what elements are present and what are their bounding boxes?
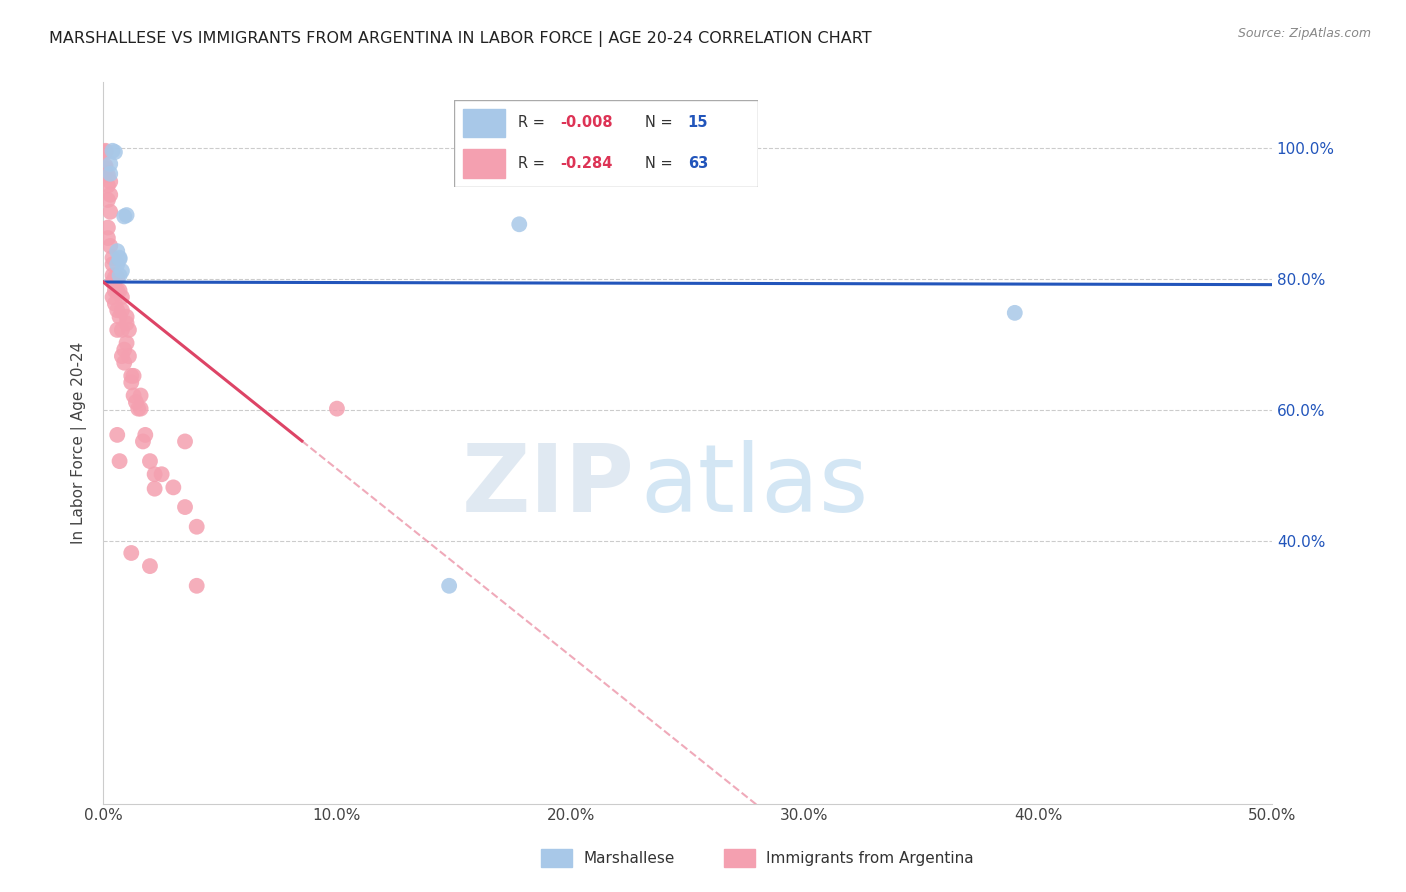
Point [174,500,197,514]
Point [120,368,142,383]
Point [94,144,117,158]
Point [104,284,127,298]
Point [105,323,128,337]
Point [101,251,124,265]
Point [326,401,349,416]
Point [105,244,128,259]
Point [108,310,131,324]
Point [101,290,124,304]
Point [118,323,141,337]
Point [105,257,128,271]
Point [94,165,117,179]
Point [108,252,131,266]
Point [437,579,460,593]
Point [125,395,148,409]
Text: Marshallese: Marshallese [583,851,675,865]
Point [98,204,121,219]
Point [127,401,149,416]
Point [120,376,142,390]
Point [108,454,131,468]
Point [139,559,162,574]
Point [98,167,121,181]
Point [139,454,162,468]
Point [115,208,138,222]
Y-axis label: In Labor Force | Age 20-24: In Labor Force | Age 20-24 [72,342,87,544]
Point [97,168,120,182]
Point [112,210,135,224]
Point [129,388,152,402]
Point [122,388,145,402]
Point [105,303,128,318]
Point [98,187,121,202]
Point [111,290,134,304]
Point [1004,306,1026,320]
Text: atlas: atlas [641,440,869,532]
Point [101,144,124,158]
Text: MARSHALLESE VS IMMIGRANTS FROM ARGENTINA IN LABOR FORCE | AGE 20-24 CORRELATION : MARSHALLESE VS IMMIGRANTS FROM ARGENTINA… [49,31,872,47]
Point [112,356,135,370]
Point [143,467,166,482]
Point [105,428,128,442]
Point [111,264,134,278]
Point [105,270,128,285]
Point [94,161,117,176]
Point [97,178,120,193]
Point [98,157,121,171]
Point [97,231,120,245]
Point [97,220,120,235]
Text: Source: ZipAtlas.com: Source: ZipAtlas.com [1237,27,1371,40]
Point [101,268,124,283]
Point [101,275,124,289]
Point [108,268,131,283]
Point [94,159,117,173]
Point [115,310,138,324]
Point [105,284,128,298]
Point [122,368,145,383]
Point [94,145,117,160]
Point [120,546,142,560]
Point [108,251,131,265]
Point [150,467,173,482]
Point [143,482,166,496]
Point [186,520,208,534]
Point [111,349,134,363]
Point [174,434,197,449]
Point [118,349,141,363]
Text: Immigrants from Argentina: Immigrants from Argentina [766,851,974,865]
Point [104,296,127,310]
Point [98,175,121,189]
Point [508,217,530,231]
Point [108,284,131,298]
Point [132,434,155,449]
Point [115,316,138,330]
Point [129,401,152,416]
Point [186,579,208,593]
Point [115,336,138,351]
Point [97,193,120,207]
Point [111,303,134,318]
Point [111,323,134,337]
Point [104,270,127,285]
Point [98,239,121,253]
Point [162,480,184,494]
Text: ZIP: ZIP [463,440,636,532]
Point [101,257,124,271]
Point [112,343,135,357]
Point [134,428,156,442]
Point [104,145,127,160]
